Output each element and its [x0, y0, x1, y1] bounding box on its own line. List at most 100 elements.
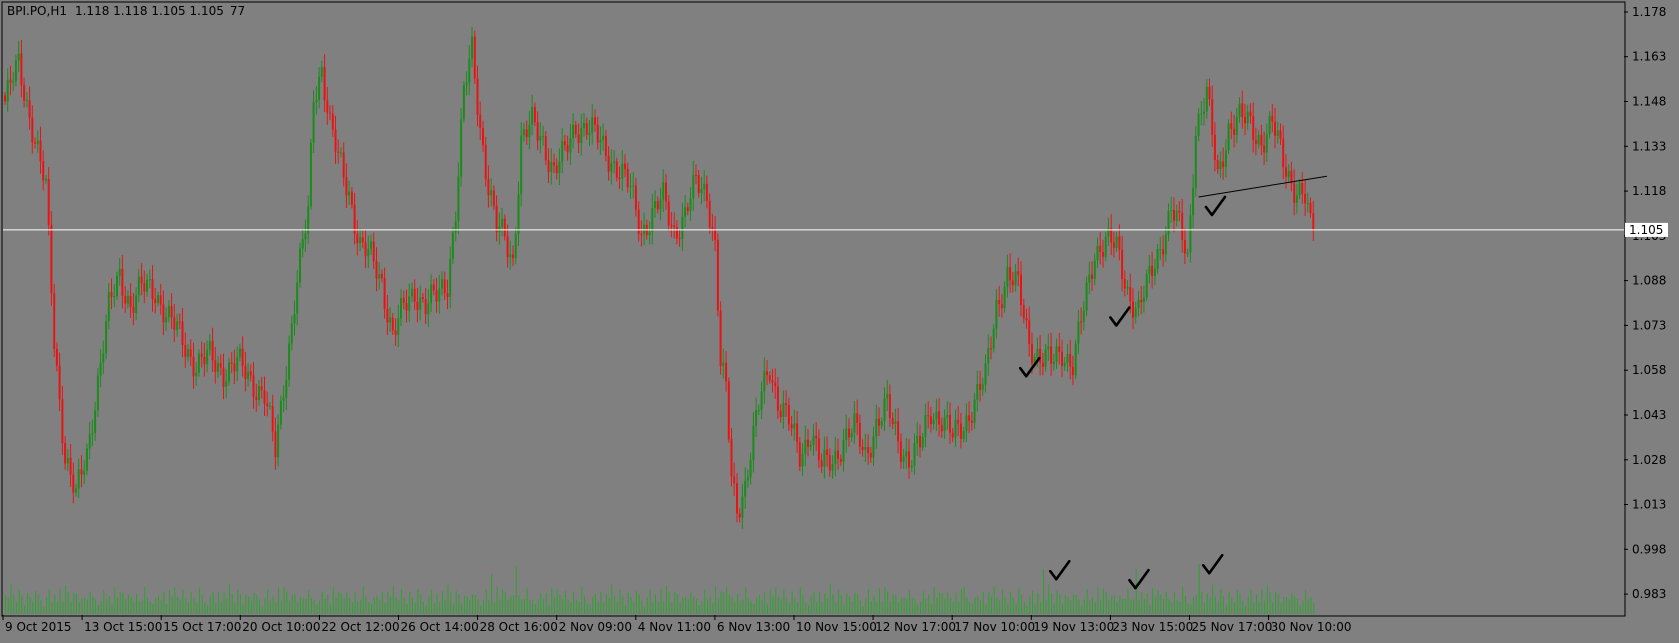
candle — [1230, 111, 1233, 140]
candle — [512, 245, 514, 267]
candle — [681, 202, 684, 252]
candle — [58, 352, 61, 411]
candle-body — [940, 424, 943, 432]
volume-bar — [7, 597, 9, 614]
volume-bar — [182, 589, 184, 614]
volume-bar — [635, 590, 637, 614]
candle — [206, 340, 209, 373]
candle-body — [842, 439, 845, 462]
trendline[interactable] — [1198, 175, 1327, 198]
candle — [626, 162, 629, 193]
candle-body — [555, 165, 558, 173]
candle — [1104, 231, 1107, 262]
candle — [886, 380, 889, 411]
candle — [919, 424, 921, 458]
volume-bar — [545, 593, 547, 614]
candle-body — [776, 386, 779, 411]
candle-body — [547, 160, 550, 173]
candle-body — [700, 189, 703, 194]
volume-bar — [472, 594, 473, 614]
candle-body — [252, 375, 255, 397]
candle — [1123, 270, 1126, 297]
volume-bar — [944, 599, 946, 614]
candle — [686, 202, 689, 216]
candle-body — [121, 269, 124, 296]
volume-bar — [881, 601, 883, 614]
candle — [1132, 288, 1134, 330]
volume-bar — [302, 598, 304, 614]
volume-bar — [1198, 564, 1200, 614]
candle-body — [290, 323, 293, 344]
candle-body — [42, 161, 45, 181]
volume-bar — [286, 591, 288, 614]
candle — [1167, 203, 1170, 242]
candle — [1194, 126, 1197, 197]
volume-bar — [988, 591, 990, 614]
volume-bar — [321, 591, 323, 614]
candle — [585, 117, 588, 140]
candle-body — [998, 300, 1001, 304]
candle — [47, 167, 50, 236]
candle-body — [1170, 210, 1173, 211]
volume-bar — [597, 601, 599, 614]
candle-body — [634, 185, 637, 210]
candle — [113, 284, 116, 308]
candle — [665, 173, 667, 210]
candle — [85, 443, 88, 476]
volume-bar — [564, 590, 566, 614]
candle — [959, 412, 962, 449]
candle-body — [932, 419, 935, 424]
volume-bar — [141, 599, 143, 614]
volume-bar — [316, 604, 318, 614]
candle-body — [981, 384, 984, 390]
candle — [258, 379, 260, 406]
volume-bar — [269, 600, 271, 614]
volume-bar — [737, 593, 738, 614]
candle-body — [279, 400, 282, 425]
volume-bar — [414, 603, 416, 614]
volume-bar — [920, 601, 921, 614]
candle-body — [1145, 273, 1148, 298]
volume-bar — [1135, 569, 1137, 614]
candle — [1115, 231, 1118, 253]
candle — [1189, 204, 1192, 263]
volume-bar — [537, 599, 539, 614]
candle-body — [320, 67, 323, 77]
volume-bar — [193, 598, 195, 614]
volume-bar — [483, 599, 484, 614]
candle-body — [312, 101, 315, 143]
candle-body — [408, 296, 411, 311]
volume-bar — [532, 599, 534, 614]
candle — [662, 168, 665, 212]
candle-body — [976, 383, 979, 400]
candle — [1298, 178, 1301, 200]
y-tick-label: 1.028 — [1632, 453, 1666, 467]
candle — [514, 227, 517, 265]
candle — [503, 214, 506, 241]
volume-bar — [1201, 591, 1203, 614]
candle — [555, 158, 558, 180]
volume-bar — [827, 598, 829, 614]
volume-bar — [261, 606, 263, 614]
candle — [137, 269, 140, 303]
volume-bar — [308, 589, 310, 614]
volume-bar — [56, 601, 58, 614]
volume-bar — [253, 593, 255, 614]
candle — [55, 342, 58, 372]
candle-body — [83, 470, 86, 475]
candle — [796, 411, 799, 453]
candle — [678, 229, 681, 247]
candle-body — [476, 78, 479, 115]
candle — [219, 354, 222, 376]
volume-bar — [469, 599, 471, 614]
volume-bar — [1037, 592, 1039, 614]
candle-body — [318, 76, 321, 100]
volume-bar — [734, 601, 736, 614]
volume-bar — [62, 601, 64, 614]
candle — [1041, 352, 1044, 376]
candle — [858, 414, 861, 455]
candle-body — [563, 141, 566, 145]
volume-bar — [420, 594, 422, 614]
candle-body — [782, 403, 785, 418]
